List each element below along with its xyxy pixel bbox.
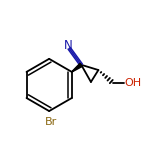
Text: N: N: [63, 39, 72, 52]
Polygon shape: [72, 63, 82, 72]
Text: Br: Br: [45, 117, 57, 127]
Text: OH: OH: [124, 78, 142, 88]
